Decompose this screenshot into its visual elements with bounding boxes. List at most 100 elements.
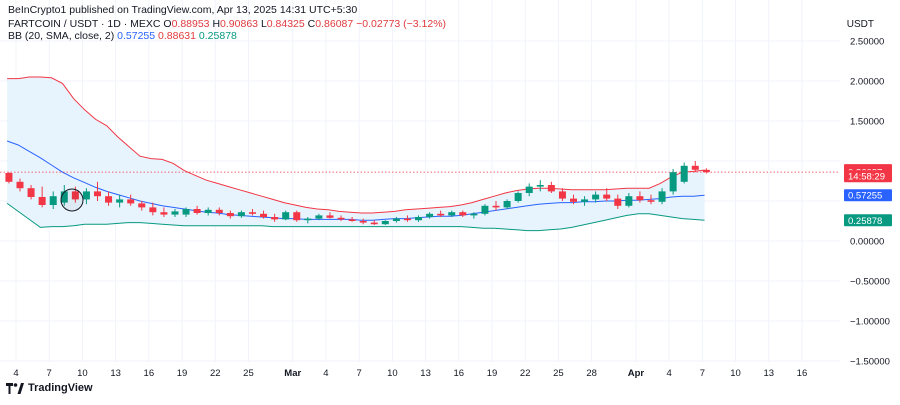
candle: [647, 194, 655, 205]
candle-body: [392, 218, 400, 221]
candle-body: [304, 218, 312, 221]
tradingview-logo-icon: [6, 382, 24, 394]
open-label: O: [163, 18, 172, 30]
candle: [127, 194, 135, 206]
candle-body: [204, 209, 212, 213]
candle-body: [93, 191, 101, 197]
candle: [392, 217, 400, 223]
x-tick-label: 19: [487, 368, 498, 379]
candle: [204, 207, 212, 216]
candle-body: [570, 198, 577, 202]
candle-body: [536, 185, 544, 187]
x-tick-label: 16: [454, 368, 465, 379]
candle-body: [702, 169, 710, 173]
candle: [592, 191, 600, 203]
candle-body: [359, 221, 367, 223]
candle: [260, 210, 268, 219]
candle-body: [558, 191, 566, 199]
y-tick-label: 0.00000: [850, 237, 884, 248]
x-tick-label: 7: [357, 368, 362, 379]
candle-body: [171, 211, 179, 215]
candle-body: [105, 196, 113, 203]
candle: [525, 183, 533, 197]
candle-body: [348, 219, 356, 221]
candle: [570, 194, 577, 205]
candle: [503, 199, 511, 209]
low-label: L: [260, 18, 267, 30]
candle: [16, 178, 24, 192]
candle-body: [237, 212, 245, 217]
publish-text: BeInCrypto1 published on TradingView.com…: [8, 4, 358, 16]
candle: [5, 172, 13, 184]
candle-body: [492, 205, 500, 208]
candle-body: [448, 212, 456, 216]
bollinger-band-fill: [7, 77, 705, 231]
candle: [415, 215, 423, 222]
candle-body: [27, 188, 35, 197]
tradingview-logo[interactable]: TradingView: [6, 382, 93, 394]
x-tick-label: 28: [586, 368, 597, 379]
candle: [702, 168, 710, 174]
x-tick-label: 19: [177, 368, 188, 379]
change-value: −0.02773 (−3.12%): [356, 18, 447, 30]
candle: [636, 191, 644, 203]
x-tick-label: 16: [144, 368, 155, 379]
price-tag-label: 0.25878: [848, 216, 882, 227]
price-tag-bg: [844, 170, 892, 183]
candle-body: [160, 212, 168, 215]
currency-label: USDT: [846, 19, 874, 30]
candle: [359, 218, 367, 225]
candle-body: [403, 218, 411, 221]
x-tick-label: 4: [13, 368, 18, 379]
bb-upper-value: 0.88631: [158, 30, 196, 42]
symbol-label: FARTCOIN / USDT · 1D · MEXC: [8, 18, 161, 30]
y-tick-label: −1.50000: [850, 357, 890, 368]
candle-body: [381, 221, 389, 225]
candle: [271, 213, 279, 222]
candle-body: [337, 217, 345, 220]
candle: [603, 188, 611, 201]
candle: [215, 207, 223, 216]
x-tick-label: 13: [763, 368, 774, 379]
quote-legend: FARTCOIN / USDT · 1D · MEXC O0.88953 H0.…: [8, 18, 446, 30]
candle: [370, 220, 378, 225]
x-tick-label: 4: [666, 368, 671, 379]
candle: [448, 210, 456, 217]
y-tick-label: −1.00000: [850, 317, 890, 328]
candle-body: [182, 209, 190, 215]
candle-body: [326, 215, 334, 218]
candle-body: [525, 186, 533, 193]
candle: [536, 180, 544, 192]
price-tag-label: 0.57255: [848, 191, 882, 202]
candle-body: [669, 172, 677, 192]
candle: [614, 194, 622, 209]
candle-body: [614, 198, 622, 206]
candle: [149, 202, 157, 216]
candle-body: [437, 213, 445, 216]
candle: [138, 201, 146, 211]
candle-body: [38, 197, 46, 205]
x-tick-label: 13: [420, 368, 431, 379]
low-value: 0.84325: [266, 18, 305, 30]
highlight-circle-icon: [60, 188, 84, 212]
candle: [459, 210, 467, 217]
candle: [304, 217, 312, 224]
candle: [669, 169, 677, 195]
candle-body: [636, 196, 644, 201]
candle-body: [271, 217, 279, 220]
candle-body: [459, 212, 467, 216]
candle: [82, 188, 90, 205]
candle-body: [260, 213, 268, 217]
candle: [116, 194, 124, 208]
x-tick-label: 10: [77, 368, 88, 379]
candle-body: [647, 200, 655, 202]
candle-body: [116, 199, 124, 203]
candle: [226, 210, 234, 219]
candle-body: [603, 194, 611, 199]
open-value: 0.88953: [171, 18, 210, 30]
candle: [60, 185, 68, 206]
candle-body: [691, 165, 699, 170]
candle: [171, 209, 179, 217]
